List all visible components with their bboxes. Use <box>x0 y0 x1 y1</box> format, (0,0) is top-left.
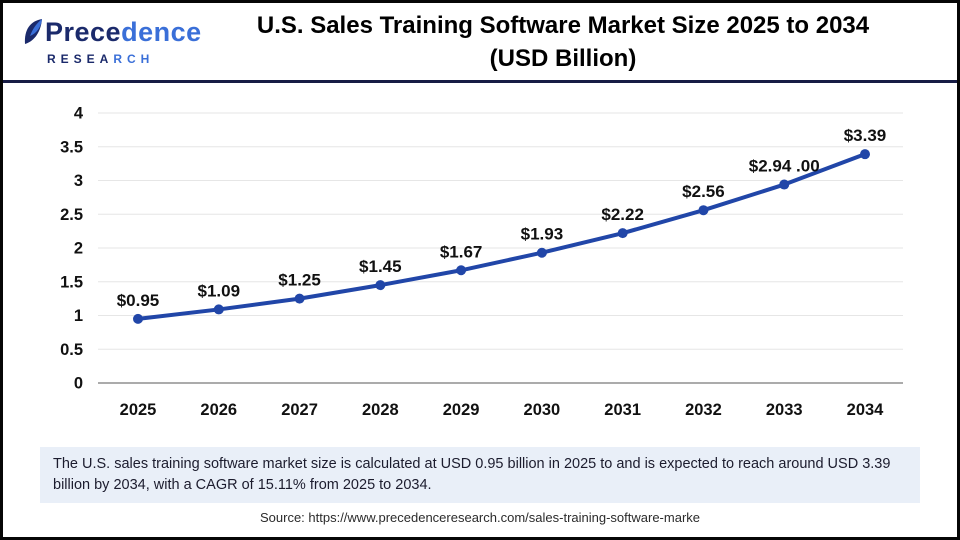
data-point <box>860 149 870 160</box>
y-tick-label: 2.5 <box>60 206 83 224</box>
data-point <box>213 304 224 315</box>
x-tick-label: 2030 <box>524 401 561 419</box>
x-tick-label: 2027 <box>281 401 318 419</box>
y-tick-label: 2 <box>74 240 83 258</box>
source-line: Source: https://www.precedenceresearch.c… <box>259 510 700 525</box>
title-line-2: (USD Billion) <box>489 44 637 72</box>
data-label: $1.45 <box>359 257 402 276</box>
x-tick-label: 2033 <box>766 401 803 419</box>
data-label: $1.67 <box>440 242 483 261</box>
summary-note: The U.S. sales training software market … <box>40 447 920 503</box>
data-point <box>779 179 790 190</box>
x-tick-label: 2029 <box>443 401 480 419</box>
data-label: $2.94 .00 <box>749 157 820 176</box>
data-point <box>375 280 386 291</box>
title-line-1: U.S. Sales Training Software Market Size… <box>256 11 870 39</box>
x-tick-label: 2031 <box>604 401 641 419</box>
y-tick-label: 0 <box>74 375 83 393</box>
chart-area: 0 0.5 1 1.5 2 2.5 3 3.5 4 2025 2026 2027 2028 2029 203… <box>3 83 957 439</box>
data-label: $2.56 <box>682 182 725 201</box>
x-tick-label: 2028 <box>362 401 399 419</box>
logo-name-blue: dence <box>121 17 202 47</box>
logo-wordmark: Precedence <box>23 17 201 51</box>
header: Precedence RESEARCH U.S. Sales Training … <box>3 3 957 83</box>
data-point <box>133 313 143 324</box>
precedence-research-logo: Precedence RESEARCH <box>3 17 201 66</box>
y-tick-label: 1 <box>74 307 83 325</box>
page-title: U.S. Sales Training Software Market Size… <box>195 9 957 75</box>
market-line-chart: 0 0.5 1 1.5 2 2.5 3 3.5 4 2025 2026 2027 2028 2029 203… <box>60 105 903 419</box>
y-tick-label: 1.5 <box>60 273 83 291</box>
data-point <box>617 228 628 239</box>
x-tick-label: 2034 <box>847 401 885 419</box>
y-tick-label: 0.5 <box>60 341 83 359</box>
logo-subtext-blue: RCH <box>113 52 155 66</box>
data-point <box>456 265 467 276</box>
data-point <box>698 205 709 216</box>
data-label: $0.95 <box>117 291 160 310</box>
data-point <box>536 247 547 258</box>
x-tick-label: 2032 <box>685 401 722 419</box>
data-label: $1.25 <box>278 271 321 290</box>
data-label: $1.09 <box>198 281 241 300</box>
trend-line <box>136 152 867 321</box>
x-tick-label: 2025 <box>120 401 157 419</box>
logo-name: Precedence <box>45 17 202 47</box>
leaf-icon <box>23 18 43 51</box>
y-tick-label: 3 <box>74 172 83 190</box>
y-tick-label: 4 <box>74 105 84 123</box>
data-label: $2.22 <box>601 205 644 224</box>
logo-subtext: RESEARCH <box>23 52 195 66</box>
y-tick-label: 3.5 <box>60 138 83 156</box>
data-point <box>294 293 305 304</box>
x-tick-label: 2026 <box>200 401 237 419</box>
logo-subtext-navy: RESEA <box>47 52 114 66</box>
logo-name-navy: Prece <box>45 17 122 47</box>
data-label: $1.93 <box>521 225 564 244</box>
data-label: $3.39 <box>844 126 887 145</box>
